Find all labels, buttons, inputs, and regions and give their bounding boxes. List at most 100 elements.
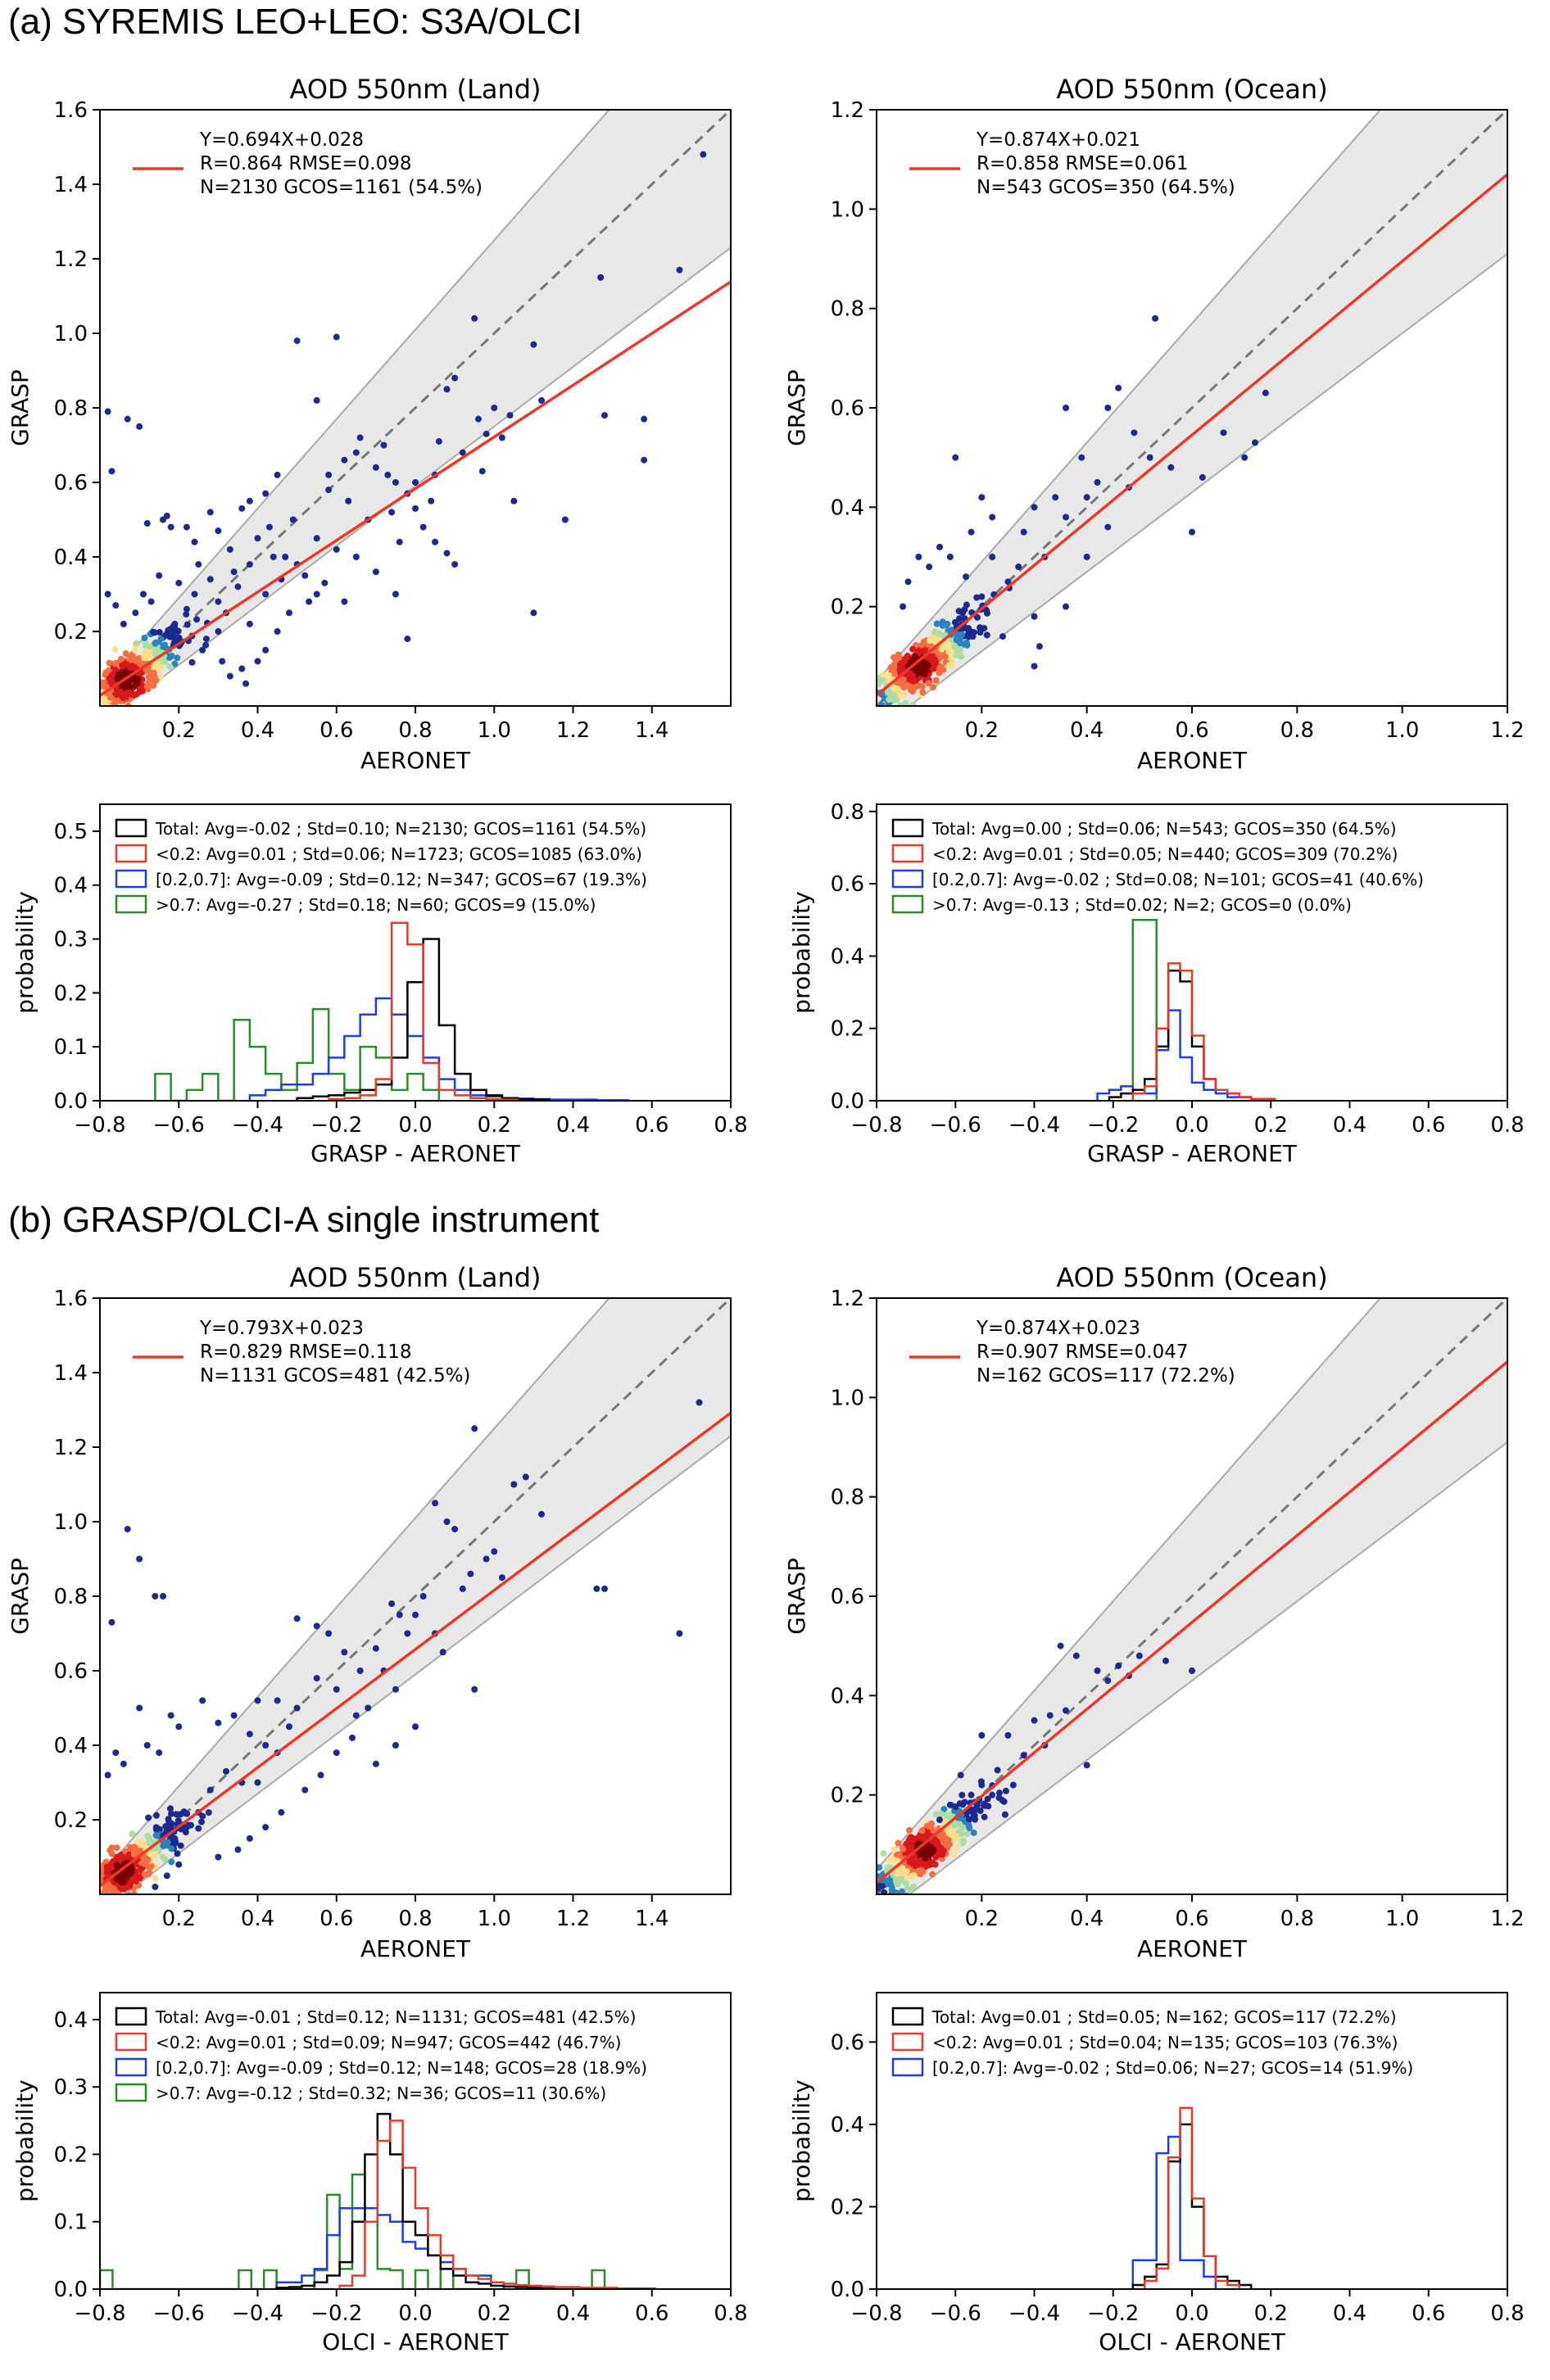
y-tick-label: 0.4 xyxy=(831,495,864,520)
density-point xyxy=(85,729,92,735)
density-point xyxy=(941,654,949,661)
y-axis-label: GRASP xyxy=(783,1558,810,1635)
x-tick-label: −0.8 xyxy=(74,1113,125,1138)
density-point xyxy=(983,631,990,639)
fit-line xyxy=(877,1360,1507,1885)
density-point xyxy=(870,684,877,690)
y-tick-label: 1.4 xyxy=(54,173,88,197)
scatter-point xyxy=(230,568,238,576)
density-point xyxy=(855,708,862,714)
density-point xyxy=(166,663,174,670)
density-point xyxy=(81,706,88,713)
density-point xyxy=(77,1910,84,1916)
scatter-point xyxy=(443,386,451,393)
scatter-point xyxy=(202,636,210,643)
x-tick-label: 0.6 xyxy=(320,1907,353,1931)
x-tick-label: 0.6 xyxy=(1412,2301,1445,2326)
y-axis-label: GRASP xyxy=(7,369,34,446)
scatter-point xyxy=(215,628,222,635)
density-point xyxy=(25,738,31,744)
y-tick-label: 1.0 xyxy=(831,197,864,222)
density-point xyxy=(937,666,945,673)
density-point xyxy=(202,641,210,649)
scatter-point xyxy=(451,561,459,568)
scatter-point xyxy=(926,563,933,571)
y-tick-label: 0.4 xyxy=(831,944,864,969)
density-point xyxy=(141,1871,148,1878)
density-point xyxy=(88,1891,94,1898)
scatter-point xyxy=(510,497,518,505)
scatter-point xyxy=(246,561,253,568)
plot-area xyxy=(1131,2106,1253,2289)
x-tick-label: 0.4 xyxy=(1070,718,1104,743)
density-point xyxy=(931,638,939,645)
x-tick-label: −0.4 xyxy=(232,1113,283,1138)
density-point xyxy=(78,717,84,723)
density-point xyxy=(177,1842,184,1849)
density-point xyxy=(981,1800,988,1808)
chart-5: AOD 550nm (Ocean) Y=0.874X+0.023 R=0.907 R… xyxy=(783,1262,1525,1962)
density-point xyxy=(93,697,100,704)
density-point xyxy=(874,710,881,717)
scatter-point xyxy=(989,1791,996,1799)
scatter-point xyxy=(412,505,419,512)
plot-area xyxy=(77,1298,731,1922)
density-point xyxy=(195,1825,202,1832)
density-point xyxy=(79,727,86,734)
one-to-one-line xyxy=(100,110,731,706)
scatter-point xyxy=(989,514,996,521)
density-point xyxy=(995,1790,1003,1797)
density-point xyxy=(136,1838,143,1845)
scatter-point xyxy=(1052,494,1059,501)
density-point xyxy=(82,1916,88,1922)
chart-2: Total: Avg=-0.02 ; Std=0.10; N=2130; GCO… xyxy=(11,803,748,1167)
density-point xyxy=(78,1871,84,1877)
density-point xyxy=(869,1890,876,1897)
scatter-point xyxy=(994,1767,1001,1774)
density-point xyxy=(161,658,169,666)
density-point xyxy=(89,684,96,690)
x-tick-label: 0.8 xyxy=(714,1113,747,1138)
scatter-point xyxy=(120,1760,127,1767)
density-point xyxy=(841,707,847,713)
x-tick-label: 1.0 xyxy=(478,718,511,743)
density-point xyxy=(66,722,72,728)
scatter-point xyxy=(1083,554,1090,560)
scatter-point xyxy=(199,646,206,654)
density-point xyxy=(93,706,99,713)
scatter-point xyxy=(1189,1667,1195,1674)
scatter-point xyxy=(1063,603,1069,610)
scatter-point xyxy=(936,1817,943,1823)
density-point xyxy=(970,629,977,636)
density-point xyxy=(79,1903,85,1909)
density-point xyxy=(81,704,88,711)
y-axis-label: probability xyxy=(788,2079,815,2201)
scatter-point xyxy=(341,598,348,605)
density-point xyxy=(116,688,124,695)
density-point xyxy=(882,1895,889,1902)
chart-4: AOD 550nm (Land) Y=0.793X+0.023 R=0.829 RM… xyxy=(7,1262,732,1962)
y-tick-label: 0.2 xyxy=(831,1784,864,1808)
scatter-point xyxy=(223,1767,229,1775)
density-point xyxy=(168,1820,175,1827)
density-point xyxy=(100,712,107,718)
scatter-point xyxy=(356,434,364,441)
density-point xyxy=(107,694,114,701)
fit-stat-0: Y=0.793X+0.023 xyxy=(199,1318,364,1339)
density-point xyxy=(67,721,74,727)
scatter-point xyxy=(439,1649,446,1656)
x-tick-label: −0.8 xyxy=(850,1113,902,1138)
density-point xyxy=(95,709,102,716)
density-point xyxy=(79,718,85,725)
density-point xyxy=(85,688,92,695)
histogram-lt02 xyxy=(327,921,519,1101)
scatter-point xyxy=(392,1742,399,1749)
density-point xyxy=(984,1795,991,1803)
density-point xyxy=(918,648,926,655)
y-tick-label: 0.8 xyxy=(831,1486,864,1510)
density-point xyxy=(80,1873,87,1880)
density-point xyxy=(64,723,70,730)
x-axis-label: OLCI - AERONET xyxy=(322,2328,509,2355)
density-point xyxy=(58,713,65,720)
